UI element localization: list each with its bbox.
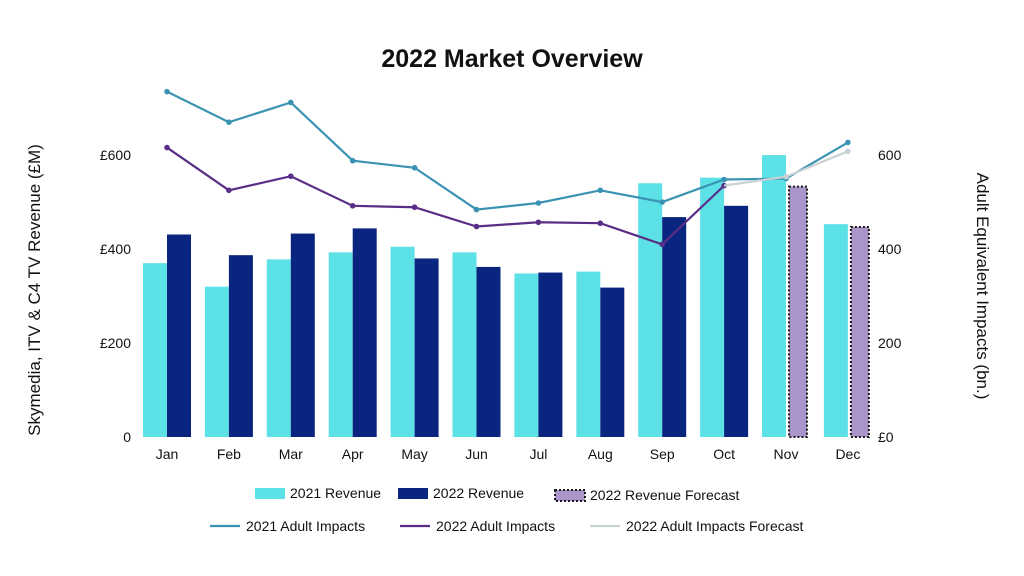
bar-2021-revenue-oct xyxy=(700,177,725,437)
point-2022-adult-impacts-2 xyxy=(288,173,294,180)
category-label-feb: Feb xyxy=(217,446,241,462)
point-2022-adult-impacts-forecast-11 xyxy=(845,148,851,155)
category-labels: Jan Feb Mar Apr May Jun Jul Aug Sep Oct Nov Dec xyxy=(156,446,861,462)
legend-label-1: 2022 Revenue xyxy=(433,485,524,501)
left-tick-2: £400 xyxy=(100,241,131,257)
left-tick-3: £600 xyxy=(100,147,131,163)
bar-2021-revenue-nov xyxy=(762,155,786,437)
bars xyxy=(143,155,870,438)
point-2021-adult-impacts-1 xyxy=(226,119,232,125)
category-label-jun: Jun xyxy=(465,446,488,462)
point-2021-adult-impacts-7 xyxy=(597,187,604,194)
bar-2022-revenue-aug xyxy=(600,287,625,437)
bar-2021-revenue-may xyxy=(390,246,415,437)
point-2022-adult-impacts-0 xyxy=(164,144,170,151)
point-2021-adult-impacts-9 xyxy=(721,176,727,183)
right-axis-ticks: £0 200 400 600 xyxy=(878,147,902,445)
point-2021-adult-impacts-0 xyxy=(164,88,170,95)
right-tick-1: 200 xyxy=(878,335,902,351)
point-2022-adult-impacts-forecast-10 xyxy=(783,173,789,180)
category-label-jul: Jul xyxy=(529,446,547,462)
legend-swatch-0 xyxy=(255,488,285,499)
y-axis-title-left: Skymedia, ITV & C4 TV Revenue (£M) xyxy=(25,144,44,436)
point-2022-adult-impacts-7 xyxy=(597,220,604,227)
category-label-mar: Mar xyxy=(279,446,303,462)
left-tick-1: £200 xyxy=(100,335,131,351)
point-2021-adult-impacts-2 xyxy=(288,99,294,106)
point-2022-adult-impacts-8 xyxy=(659,241,665,248)
legend-line-label-1: 2022 Adult Impacts xyxy=(436,518,555,534)
point-2022-adult-impacts-6 xyxy=(535,219,542,226)
point-2021-adult-impacts-4 xyxy=(411,164,418,171)
category-label-aug: Aug xyxy=(588,446,613,462)
bar-2022-revenue-sep xyxy=(662,217,687,437)
bar-2021-revenue-jun xyxy=(452,252,477,437)
point-2021-adult-impacts-11 xyxy=(845,139,851,146)
legend: 2021 Revenue 2022 Revenue 2022 Revenue For… xyxy=(210,485,804,534)
point-2021-adult-impacts-5 xyxy=(473,206,480,213)
bar-2022-revenue-mar xyxy=(290,233,315,437)
bar-2022-revenue-oct xyxy=(724,205,749,437)
point-2021-adult-impacts-3 xyxy=(349,157,356,164)
legend-swatch-1 xyxy=(398,488,428,499)
category-label-nov: Nov xyxy=(774,446,799,462)
bar-2022-revenue-jan xyxy=(167,234,191,437)
bar-2022-revenue-feb xyxy=(228,255,253,437)
right-tick-2: 400 xyxy=(878,241,902,257)
bar-2021-revenue-mar xyxy=(266,259,291,437)
right-tick-0: £0 xyxy=(878,429,894,445)
bar-2022-revenue-jul xyxy=(538,272,563,437)
category-label-oct: Oct xyxy=(713,446,735,462)
line-2021-adult-impacts xyxy=(166,90,849,211)
legend-swatch-2 xyxy=(554,489,586,502)
category-label-dec: Dec xyxy=(835,446,860,462)
right-tick-3: 600 xyxy=(878,147,902,163)
point-2022-adult-impacts-5 xyxy=(473,223,480,230)
lines xyxy=(164,88,851,248)
legend-label-2: 2022 Revenue Forecast xyxy=(590,487,740,503)
chart-title: 2022 Market Overview xyxy=(381,45,643,73)
point-2022-adult-impacts-4 xyxy=(411,204,418,211)
bar-2021-revenue-jan xyxy=(143,263,167,437)
left-tick-0: 0 xyxy=(123,429,131,445)
point-2022-adult-impacts-3 xyxy=(349,203,356,209)
point-2022-adult-impacts-1 xyxy=(226,187,232,194)
bar-2021-revenue-feb xyxy=(204,286,229,437)
category-label-jan: Jan xyxy=(156,446,179,462)
legend-label-0: 2021 Revenue xyxy=(290,485,381,501)
bar-2022-revenue-forecast-dec xyxy=(849,225,870,438)
bar-2021-revenue-dec xyxy=(823,224,848,437)
point-2021-adult-impacts-6 xyxy=(535,200,542,206)
bar-2021-revenue-jul xyxy=(514,273,539,437)
category-label-may: May xyxy=(401,446,427,462)
y-axis-title-right: Adult Equivalent Impacts (bn.) xyxy=(973,173,992,400)
category-label-apr: Apr xyxy=(342,446,364,462)
bar-2022-revenue-apr xyxy=(352,228,377,437)
bar-2022-revenue-may xyxy=(414,258,439,437)
line-2022-adult-impacts xyxy=(166,146,725,246)
legend-line-label-2: 2022 Adult Impacts Forecast xyxy=(626,518,804,534)
bar-2021-revenue-aug xyxy=(576,271,601,437)
category-label-sep: Sep xyxy=(650,446,675,462)
bar-2021-revenue-apr xyxy=(328,252,353,437)
legend-line-label-0: 2021 Adult Impacts xyxy=(246,518,365,534)
bar-2021-revenue-sep xyxy=(638,183,663,437)
point-2021-adult-impacts-8 xyxy=(659,199,665,205)
left-axis-ticks: 0 £200 £400 £600 xyxy=(100,147,131,445)
bar-2022-revenue-forecast-nov xyxy=(788,185,808,438)
bar-2022-revenue-jun xyxy=(476,266,501,437)
